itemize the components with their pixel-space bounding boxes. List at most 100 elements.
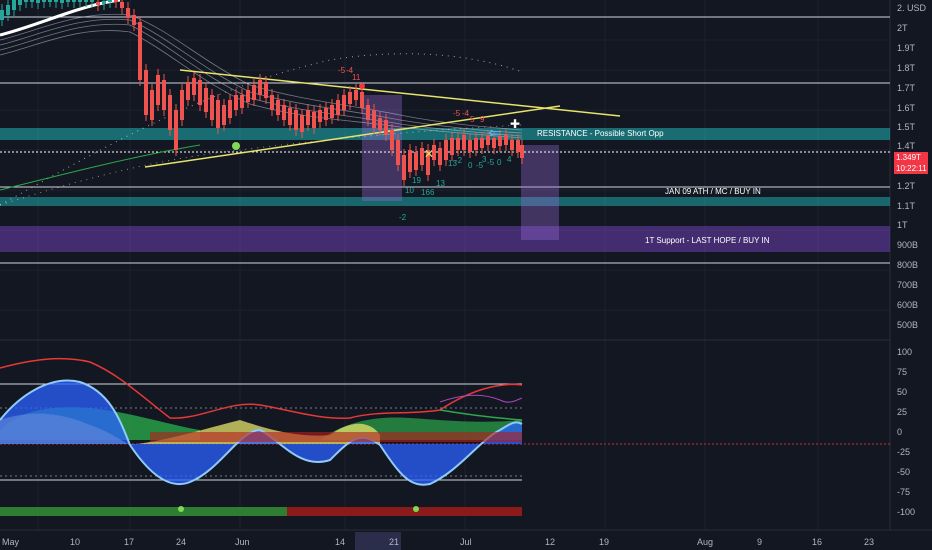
candle[interactable] bbox=[60, 0, 64, 3]
candle[interactable] bbox=[378, 118, 382, 130]
candle[interactable] bbox=[222, 105, 226, 125]
candle[interactable] bbox=[48, 0, 52, 2]
sell-signal-dot[interactable] bbox=[359, 83, 365, 89]
candle[interactable] bbox=[192, 78, 196, 95]
candle[interactable] bbox=[396, 140, 400, 165]
candle[interactable] bbox=[228, 100, 232, 118]
candle[interactable] bbox=[336, 100, 340, 115]
candle[interactable] bbox=[414, 152, 418, 170]
candle[interactable] bbox=[282, 105, 286, 120]
oscillator-axis[interactable]: 100 75 50 25 0 -25 -50 -75 -100 bbox=[897, 347, 915, 517]
candle[interactable] bbox=[516, 140, 520, 152]
candle[interactable] bbox=[318, 110, 322, 122]
candle[interactable] bbox=[186, 82, 190, 100]
candle[interactable] bbox=[180, 90, 184, 120]
candle[interactable] bbox=[18, 0, 22, 5]
candle[interactable] bbox=[264, 82, 268, 98]
candle[interactable] bbox=[204, 88, 208, 112]
candle[interactable] bbox=[360, 92, 364, 108]
candle[interactable] bbox=[474, 138, 478, 150]
candle[interactable] bbox=[234, 95, 238, 110]
candle[interactable] bbox=[36, 0, 40, 3]
resistance-band[interactable] bbox=[0, 128, 890, 140]
candle[interactable] bbox=[102, 1, 106, 4]
candle[interactable] bbox=[300, 115, 304, 132]
price-axis[interactable]: 2T1.9T1.8T1.7T1.6T1.5T1.4T1.3T1.2T1.1T1T… bbox=[897, 23, 918, 330]
candle[interactable] bbox=[276, 100, 280, 115]
candle[interactable] bbox=[402, 155, 406, 180]
candle[interactable] bbox=[348, 92, 352, 104]
candle[interactable] bbox=[90, 0, 94, 2]
candle[interactable] bbox=[510, 140, 514, 150]
candle[interactable] bbox=[486, 136, 490, 145]
candle[interactable] bbox=[150, 90, 154, 120]
candle[interactable] bbox=[432, 145, 436, 160]
candle[interactable] bbox=[138, 22, 142, 80]
projection-box[interactable] bbox=[521, 145, 559, 240]
buy-signal-dot[interactable] bbox=[232, 142, 240, 150]
candle[interactable] bbox=[444, 140, 448, 160]
candle[interactable] bbox=[438, 148, 442, 165]
candle[interactable] bbox=[246, 90, 250, 102]
candle[interactable] bbox=[144, 70, 148, 115]
candle[interactable] bbox=[156, 75, 160, 105]
candle[interactable] bbox=[312, 112, 316, 128]
candle[interactable] bbox=[384, 120, 388, 135]
candle[interactable] bbox=[306, 110, 310, 125]
candle[interactable] bbox=[162, 80, 166, 110]
candle[interactable] bbox=[120, 2, 124, 8]
candle[interactable] bbox=[492, 138, 496, 148]
ath-band[interactable] bbox=[0, 197, 890, 206]
candle[interactable] bbox=[366, 105, 370, 120]
candle[interactable] bbox=[108, 0, 112, 2]
candle[interactable] bbox=[258, 80, 262, 95]
candle[interactable] bbox=[372, 110, 376, 128]
candle[interactable] bbox=[456, 138, 460, 150]
currency-label[interactable]: 2. USD bbox=[896, 3, 926, 13]
candle[interactable] bbox=[240, 95, 244, 108]
candle[interactable] bbox=[12, 0, 16, 10]
candle[interactable] bbox=[42, 0, 46, 2]
candle[interactable] bbox=[288, 108, 292, 125]
candle[interactable] bbox=[30, 0, 34, 2]
candle[interactable] bbox=[390, 130, 394, 150]
candle[interactable] bbox=[72, 0, 76, 2]
candle[interactable] bbox=[468, 140, 472, 152]
candle[interactable] bbox=[0, 10, 4, 20]
candlesticks[interactable] bbox=[0, 0, 524, 186]
candle[interactable] bbox=[520, 145, 524, 158]
candle[interactable] bbox=[6, 5, 10, 15]
candle[interactable] bbox=[270, 95, 274, 110]
support-band[interactable] bbox=[0, 226, 890, 252]
candle[interactable] bbox=[426, 150, 430, 175]
candle[interactable] bbox=[450, 138, 454, 155]
candle[interactable] bbox=[132, 15, 136, 25]
candle[interactable] bbox=[480, 138, 484, 148]
candle[interactable] bbox=[498, 136, 502, 146]
candle[interactable] bbox=[114, 0, 118, 2]
candle[interactable] bbox=[462, 135, 466, 150]
candle[interactable] bbox=[24, 0, 28, 2]
candle[interactable] bbox=[96, 2, 100, 5]
candle[interactable] bbox=[174, 110, 178, 150]
candle[interactable] bbox=[324, 108, 328, 120]
candle[interactable] bbox=[168, 95, 172, 130]
candle[interactable] bbox=[330, 105, 334, 118]
candle[interactable] bbox=[66, 0, 70, 2]
candle[interactable] bbox=[198, 80, 202, 105]
candle[interactable] bbox=[420, 148, 424, 165]
candle[interactable] bbox=[408, 150, 412, 172]
candle[interactable] bbox=[252, 85, 256, 100]
candle[interactable] bbox=[84, 0, 88, 2]
candle[interactable] bbox=[216, 100, 220, 128]
candle[interactable] bbox=[126, 8, 130, 18]
candle[interactable] bbox=[294, 110, 298, 130]
candle[interactable] bbox=[210, 95, 214, 120]
candle[interactable] bbox=[504, 135, 508, 145]
candle[interactable] bbox=[354, 90, 358, 100]
candle[interactable] bbox=[54, 0, 58, 2]
trendline-lower[interactable] bbox=[144, 105, 561, 168]
candle[interactable] bbox=[342, 95, 346, 110]
candle[interactable] bbox=[78, 0, 82, 2]
